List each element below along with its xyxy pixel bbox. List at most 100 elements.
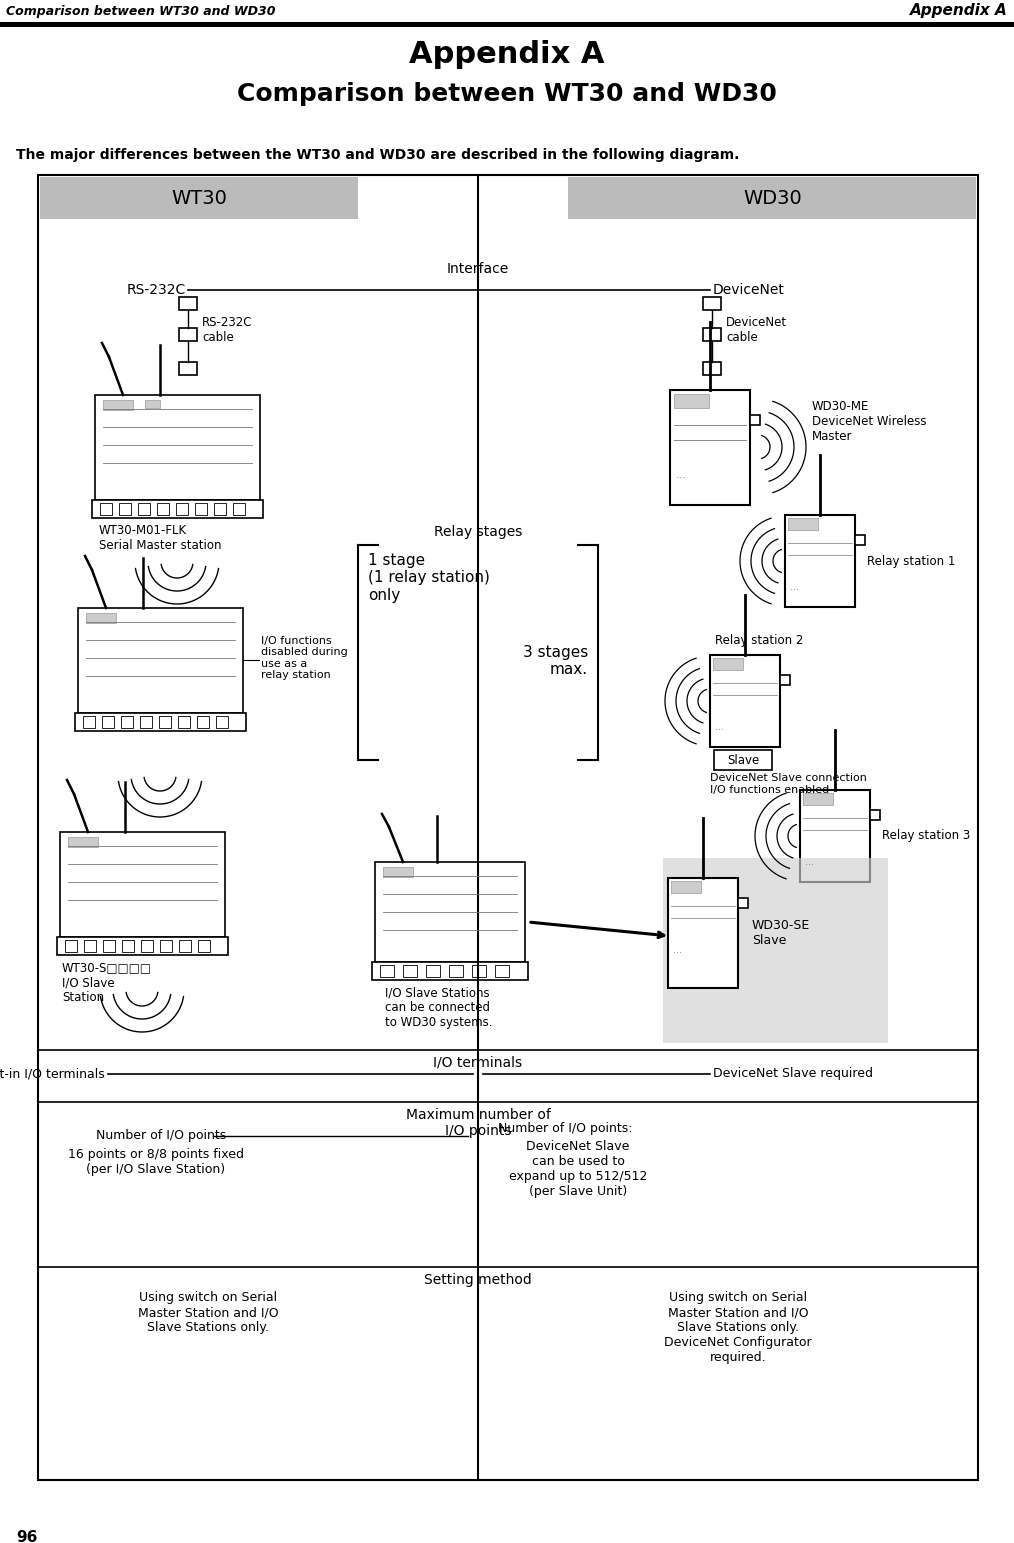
- Bar: [140, 716, 152, 728]
- Text: Using switch on Serial
Master Station and I/O
Slave Stations only.
DeviceNet Con: Using switch on Serial Master Station an…: [664, 1291, 812, 1364]
- Bar: [671, 881, 701, 893]
- Bar: [674, 393, 709, 407]
- Text: WD30: WD30: [743, 188, 802, 207]
- Bar: [78, 608, 243, 713]
- Bar: [663, 858, 888, 1043]
- Text: Comparison between WT30 and WD30: Comparison between WT30 and WD30: [6, 5, 276, 17]
- Text: Interface: Interface: [447, 262, 509, 276]
- Bar: [372, 961, 528, 980]
- Bar: [449, 964, 463, 977]
- Text: DeviceNet: DeviceNet: [713, 282, 785, 296]
- Bar: [40, 177, 358, 219]
- Text: Slave: Slave: [727, 753, 759, 767]
- Text: The major differences between the WT30 and WD30 are described in the following d: The major differences between the WT30 a…: [16, 148, 739, 162]
- Text: Maximum number of
I/O points: Maximum number of I/O points: [406, 1108, 551, 1139]
- Bar: [198, 940, 210, 952]
- Bar: [870, 810, 880, 819]
- Text: WD30-SE
Slave: WD30-SE Slave: [752, 920, 810, 947]
- Bar: [38, 174, 977, 1480]
- Bar: [472, 964, 486, 977]
- Bar: [703, 363, 721, 375]
- Text: WT30-M01-FLK
Serial Master station: WT30-M01-FLK Serial Master station: [99, 525, 221, 552]
- Text: I/O Slave Stations
can be connected
to WD30 systems.: I/O Slave Stations can be connected to W…: [385, 986, 493, 1029]
- Bar: [179, 329, 197, 341]
- Text: Using switch on Serial
Master Station and I/O
Slave Stations only.: Using switch on Serial Master Station an…: [138, 1291, 278, 1335]
- Bar: [738, 898, 748, 907]
- Bar: [179, 296, 197, 310]
- Text: 96: 96: [16, 1531, 38, 1543]
- Bar: [383, 867, 413, 876]
- Text: 16 points or 8/8 points fixed
(per I/O Slave Station): 16 points or 8/8 points fixed (per I/O S…: [68, 1148, 244, 1176]
- Bar: [121, 716, 133, 728]
- Bar: [233, 503, 245, 515]
- Bar: [145, 400, 160, 407]
- Text: I/O functions
disabled during
use as a
relay station: I/O functions disabled during use as a r…: [261, 636, 348, 680]
- Text: 1 stage
(1 relay station)
only: 1 stage (1 relay station) only: [368, 552, 490, 603]
- Bar: [670, 390, 750, 505]
- Text: Relay stages: Relay stages: [434, 525, 522, 539]
- Bar: [65, 940, 77, 952]
- Text: Number of I/O points:: Number of I/O points:: [498, 1122, 633, 1136]
- Bar: [426, 964, 440, 977]
- Bar: [141, 940, 153, 952]
- Bar: [710, 654, 780, 747]
- Bar: [84, 940, 96, 952]
- Bar: [703, 329, 721, 341]
- Bar: [568, 177, 976, 219]
- Text: Appendix A: Appendix A: [410, 40, 604, 69]
- Bar: [703, 296, 721, 310]
- Bar: [855, 535, 865, 545]
- Text: DeviceNet Slave required: DeviceNet Slave required: [713, 1068, 873, 1080]
- Text: WT30-S□□□□
I/O Slave
Station: WT30-S□□□□ I/O Slave Station: [62, 961, 152, 1004]
- Bar: [375, 863, 525, 961]
- Bar: [122, 940, 134, 952]
- Text: I/O terminals: I/O terminals: [433, 1055, 522, 1069]
- Text: Setting method: Setting method: [424, 1273, 532, 1287]
- Bar: [214, 503, 226, 515]
- Text: Appendix A: Appendix A: [911, 3, 1008, 19]
- Bar: [800, 790, 870, 883]
- Bar: [103, 940, 115, 952]
- Bar: [179, 363, 197, 375]
- Text: DeviceNet
cable: DeviceNet cable: [726, 316, 787, 344]
- Text: Relay station 2: Relay station 2: [715, 634, 803, 647]
- Text: ...: ...: [715, 722, 724, 731]
- Text: Relay station 1: Relay station 1: [867, 554, 955, 568]
- Bar: [197, 716, 209, 728]
- Text: ...: ...: [673, 944, 682, 955]
- Bar: [495, 964, 509, 977]
- Bar: [0, 22, 1014, 26]
- Bar: [195, 503, 207, 515]
- Bar: [160, 940, 172, 952]
- Bar: [86, 613, 116, 623]
- Bar: [714, 750, 772, 770]
- Text: RS-232C
cable: RS-232C cable: [202, 316, 252, 344]
- Bar: [60, 832, 225, 937]
- Bar: [668, 878, 738, 988]
- Bar: [179, 940, 191, 952]
- Bar: [788, 518, 818, 529]
- Bar: [713, 657, 743, 670]
- Bar: [216, 716, 228, 728]
- Text: WD30-ME
DeviceNet Wireless
Master: WD30-ME DeviceNet Wireless Master: [812, 400, 927, 443]
- Text: ...: ...: [676, 471, 686, 480]
- Bar: [803, 793, 832, 805]
- Bar: [119, 503, 131, 515]
- Bar: [83, 716, 95, 728]
- Text: 3 stages
max.: 3 stages max.: [523, 645, 588, 677]
- Text: Number of I/O points: Number of I/O points: [96, 1129, 226, 1142]
- Bar: [380, 964, 394, 977]
- Bar: [750, 415, 760, 424]
- Bar: [138, 503, 150, 515]
- Text: ...: ...: [790, 582, 799, 593]
- Bar: [102, 716, 114, 728]
- Text: Comparison between WT30 and WD30: Comparison between WT30 and WD30: [237, 82, 777, 106]
- Bar: [75, 713, 246, 731]
- Bar: [100, 503, 112, 515]
- Bar: [176, 503, 188, 515]
- Bar: [159, 716, 171, 728]
- Bar: [780, 674, 790, 685]
- Text: ...: ...: [805, 856, 814, 867]
- Bar: [178, 716, 190, 728]
- Bar: [68, 836, 98, 847]
